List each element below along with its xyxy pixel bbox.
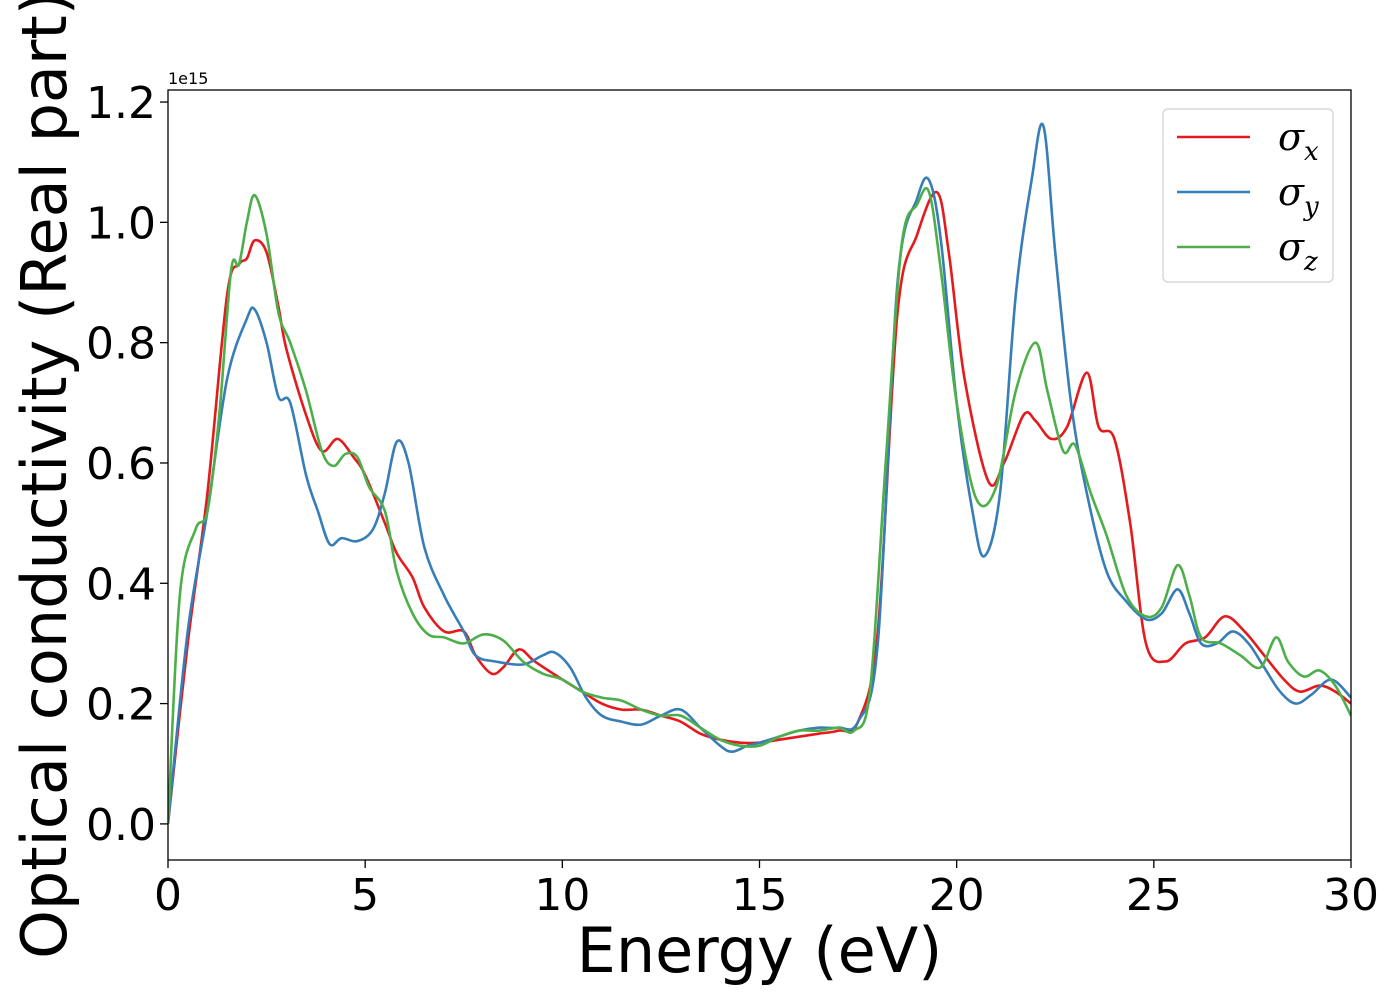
y-tick-label: 0.0 (86, 800, 156, 851)
x-tick-label: 30 (1323, 870, 1379, 921)
x-axis-label: Energy (eV) (577, 914, 943, 987)
series-layer (168, 122, 1351, 825)
series-line-z (168, 186, 1351, 824)
y-tick-label: 1.2 (86, 78, 156, 129)
legend-frame (1162, 108, 1334, 283)
x-tick-label: 15 (732, 870, 788, 921)
y-offset-text: 1e15 (168, 69, 208, 88)
y-tick-label: 0.8 (86, 319, 156, 370)
legend-label-x: σx (1278, 115, 1319, 167)
y-tick-label: 0.6 (86, 439, 156, 490)
x-tick-label: 5 (351, 870, 379, 921)
x-tick-label: 10 (534, 870, 590, 921)
legend-label-z: σz (1278, 225, 1318, 277)
x-tick-label: 25 (1126, 870, 1182, 921)
legend-label-y: σy (1278, 170, 1319, 222)
x-tick-label: 0 (154, 870, 182, 921)
x-axis-ticks: 0 5 10 15 20 25 30 (154, 860, 1379, 921)
y-tick-label: 0.2 (86, 680, 156, 731)
y-axis-ticks: 0.0 0.2 0.4 0.6 0.8 1.0 1.2 (86, 78, 168, 851)
y-tick-label: 0.4 (86, 559, 156, 610)
y-axis-label: Optical conductivity (Real part) (8, 0, 81, 959)
x-tick-label: 20 (929, 870, 985, 921)
y-tick-label: 1.0 (86, 198, 156, 249)
series-line-x (168, 190, 1351, 825)
